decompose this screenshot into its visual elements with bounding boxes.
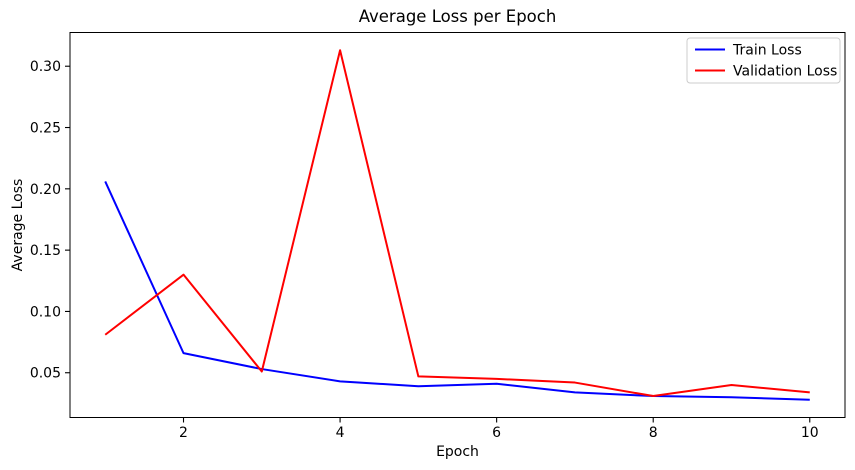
x-tick-label: 8 <box>649 425 658 441</box>
y-tick-label: 0.10 <box>30 304 61 320</box>
legend: Train Loss Validation Loss <box>686 37 841 84</box>
plot-border <box>69 32 846 418</box>
y-axis-label: Average Loss <box>10 179 26 272</box>
legend-box <box>686 37 841 84</box>
x-tick-label: 6 <box>492 425 501 441</box>
y-tick-label: 0.20 <box>30 182 61 198</box>
y-tick-label: 0.05 <box>30 366 61 382</box>
y-tick-label: 0.15 <box>30 243 61 259</box>
legend-label: Train Loss <box>732 43 802 59</box>
x-tick-label: 4 <box>336 425 345 441</box>
x-axis-label: Epoch <box>436 444 479 460</box>
x-tick-label: 10 <box>801 425 819 441</box>
series-line-train-loss <box>104 181 810 401</box>
y-tick-label: 0.30 <box>30 59 61 75</box>
series-line-validation-loss <box>104 49 810 398</box>
legend-label: Validation Loss <box>733 64 837 80</box>
y-tick-label: 0.25 <box>30 121 61 137</box>
plot-area: 2 4 6 8 10 0.05 0.10 0.15 0.20 0.25 0.30 <box>30 32 846 441</box>
x-tick-label: 2 <box>179 425 188 441</box>
chart-title: Average Loss per Epoch <box>359 7 557 26</box>
